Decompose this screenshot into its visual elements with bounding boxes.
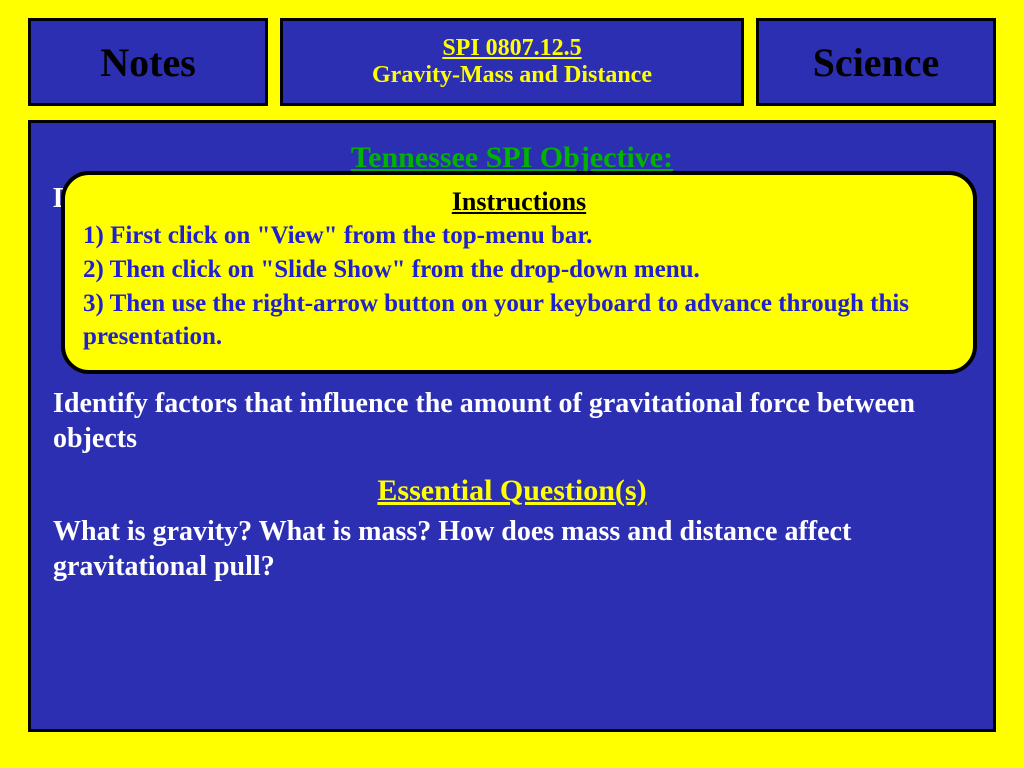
- main-content-panel: Tennessee SPI Objective: D t Identify fa…: [28, 120, 996, 732]
- science-header-box: Science: [756, 18, 996, 106]
- spi-title: Gravity-Mass and Distance: [372, 62, 652, 89]
- instructions-title: Instructions: [83, 187, 955, 217]
- science-label: Science: [813, 39, 940, 86]
- header-row: Notes SPI 0807.12.5 Gravity-Mass and Dis…: [0, 0, 1024, 106]
- instructions-body: 1) First click on "View" from the top-me…: [83, 219, 955, 354]
- instructions-line-1: 1) First click on "View" from the top-me…: [83, 219, 955, 253]
- objective-heading: Tennessee SPI Objective:: [53, 141, 971, 175]
- instructions-line-3: 3) Then use the right-arrow button on yo…: [83, 287, 955, 355]
- learning-objective-text: Identify factors that influence the amou…: [53, 386, 971, 456]
- notes-header-box: Notes: [28, 18, 268, 106]
- instructions-line-2: 2) Then click on "Slide Show" from the d…: [83, 253, 955, 287]
- essential-questions-text: What is gravity? What is mass? How does …: [53, 514, 971, 584]
- title-header-box: SPI 0807.12.5 Gravity-Mass and Distance: [280, 18, 744, 106]
- instructions-popup: Instructions 1) First click on "View" fr…: [61, 171, 977, 374]
- notes-label: Notes: [100, 39, 196, 86]
- spi-code: SPI 0807.12.5: [442, 35, 581, 62]
- essential-questions-heading: Essential Question(s): [53, 474, 971, 508]
